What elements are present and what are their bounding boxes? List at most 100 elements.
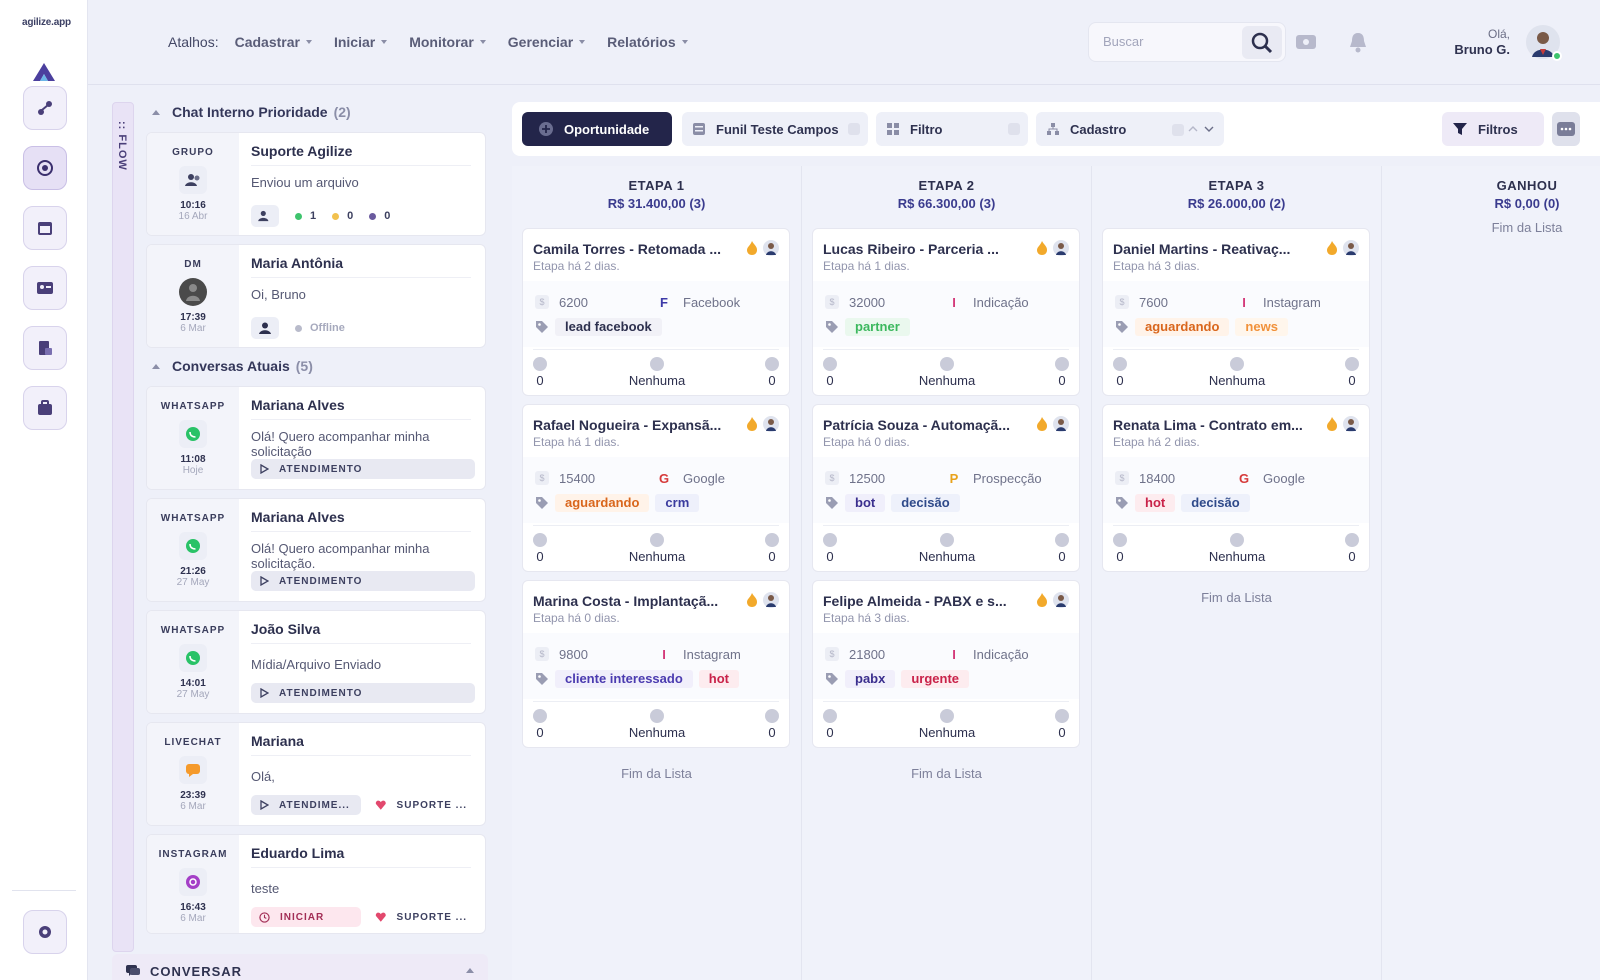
user-avatar[interactable] xyxy=(1526,25,1562,61)
tasks-count[interactable]: 0 xyxy=(765,709,779,740)
conversar-bar[interactable]: CONVERSAR xyxy=(112,954,488,980)
chat-tags: ATENDIMENTO xyxy=(251,683,475,703)
deal-card[interactable]: Patrícia Souza - Automaçã... Etapa há 0 d… xyxy=(812,404,1080,572)
funil-select[interactable]: Funil Teste Campos xyxy=(682,112,868,146)
next-activity[interactable]: Nenhuma xyxy=(1207,533,1267,564)
deal-stage-age: Etapa há 1 dias. xyxy=(823,259,910,273)
tasks-count[interactable]: 0 xyxy=(1055,533,1069,564)
chat-item[interactable]: GRUPO 10:16 16 Abr Suporte Agilize Envio… xyxy=(146,132,486,236)
activities-count[interactable]: 0 xyxy=(823,533,837,564)
brand-icon[interactable] xyxy=(32,62,56,82)
next-activity[interactable]: Nenhuma xyxy=(917,709,977,740)
rail-flow-button[interactable] xyxy=(23,86,67,130)
next-activity[interactable]: Nenhuma xyxy=(627,533,687,564)
deal-card[interactable]: Marina Costa - Implantaçã... Etapa há 0 d… xyxy=(522,580,790,748)
deal-value: 21800 xyxy=(849,647,886,662)
chat-item[interactable]: WHATSAPP 14:01 27 May João Silva Mídia/A… xyxy=(146,610,486,714)
meeting-button[interactable] xyxy=(1294,30,1318,54)
activities-count[interactable]: 0 xyxy=(823,709,837,740)
next-activity[interactable]: Nenhuma xyxy=(917,533,977,564)
rail-settings-button[interactable] xyxy=(23,910,67,954)
priority-section-header[interactable]: Chat Interno Prioridade (2) xyxy=(152,104,351,120)
deal-tag[interactable]: hot xyxy=(698,670,739,688)
status-tag[interactable]: ATENDIMENTO xyxy=(251,571,475,591)
deal-tag[interactable]: decisão xyxy=(1181,494,1250,512)
tasks-count[interactable]: 0 xyxy=(765,533,779,564)
status-tag[interactable]: INICIAR xyxy=(251,907,361,927)
menu-cadastrar[interactable]: Cadastrar xyxy=(235,34,312,50)
search-input[interactable] xyxy=(1103,34,1233,49)
deal-tag[interactable]: cliente interessado xyxy=(555,670,693,688)
deal-tag[interactable]: hot xyxy=(1135,494,1176,512)
deal-tag[interactable]: news xyxy=(1235,318,1288,336)
tasks-count[interactable]: 0 xyxy=(1055,357,1069,388)
next-activity[interactable]: Nenhuma xyxy=(627,709,687,740)
search-button[interactable] xyxy=(1242,26,1282,59)
next-activity[interactable]: Nenhuma xyxy=(1207,357,1267,388)
next-activity[interactable]: Nenhuma xyxy=(917,357,977,388)
filtros-button[interactable]: Filtros xyxy=(1442,112,1544,146)
filtro-select[interactable]: Filtro xyxy=(876,112,1028,146)
next-activity[interactable]: Nenhuma xyxy=(627,357,687,388)
source-icon: I xyxy=(952,647,956,662)
deal-tag[interactable]: pabx xyxy=(845,670,896,688)
activities-count[interactable]: 0 xyxy=(1113,357,1127,388)
status-tag[interactable]: ATENDIME... xyxy=(251,795,361,815)
app-logo[interactable]: agilize.app xyxy=(22,17,71,28)
chevron-down-icon[interactable] xyxy=(1188,124,1216,134)
deal-card[interactable]: Felipe Almeida - PABX e s... Etapa há 3 d… xyxy=(812,580,1080,748)
chat-item[interactable]: DM 17:39 6 Mar Maria Antônia Oi, Bruno O… xyxy=(146,244,486,348)
deal-tag[interactable]: partner xyxy=(845,318,910,336)
menu-iniciar[interactable]: Iniciar xyxy=(334,34,388,50)
current-section-header[interactable]: Conversas Atuais (5) xyxy=(152,358,313,374)
activities-count[interactable]: 0 xyxy=(533,709,547,740)
activities-count-value: 0 xyxy=(1116,549,1124,564)
tasks-count[interactable]: 0 xyxy=(765,357,779,388)
menu-relatorios[interactable]: Relatórios xyxy=(607,34,688,50)
menu-gerenciar[interactable]: Gerenciar xyxy=(508,34,586,50)
deal-tag[interactable]: aguardando xyxy=(555,494,650,512)
more-options-button[interactable] xyxy=(1552,112,1580,146)
rail-kanban-button[interactable] xyxy=(23,146,67,190)
deal-card[interactable]: Rafael Nogueira - Expansã... Etapa há 1 d… xyxy=(522,404,790,572)
department-tag[interactable]: SUPORTE ... xyxy=(367,795,477,815)
status-tag[interactable]: ATENDIMENTO xyxy=(251,683,475,703)
notifications-button[interactable] xyxy=(1346,30,1370,54)
deal-card[interactable]: Camila Torres - Retomada ... Etapa há 2 d… xyxy=(522,228,790,396)
chat-item[interactable]: INSTAGRAM 16:43 6 Mar Eduardo Lima teste… xyxy=(146,834,486,934)
tasks-count[interactable]: 0 xyxy=(1345,533,1359,564)
rail-reports-button[interactable] xyxy=(23,326,67,370)
deal-card[interactable]: Renata Lima - Contrato em... Etapa há 2 d… xyxy=(1102,404,1370,572)
flow-tab[interactable]: :: FLOW xyxy=(112,102,134,952)
deal-card[interactable]: Lucas Ribeiro - Parceria ... Etapa há 1 d… xyxy=(812,228,1080,396)
deal-card[interactable]: Daniel Martins - Reativaç... Etapa há 3 d… xyxy=(1102,228,1370,396)
owner-avatar-icon xyxy=(763,416,779,432)
deal-tag[interactable]: urgente xyxy=(901,670,970,688)
deal-tag[interactable]: decisão xyxy=(891,494,960,512)
deal-tag[interactable]: bot xyxy=(845,494,886,512)
play-icon xyxy=(260,576,269,586)
activities-count[interactable]: 0 xyxy=(533,357,547,388)
rail-contacts-button[interactable] xyxy=(23,266,67,310)
oportunidade-button[interactable]: Oportunidade xyxy=(522,112,672,146)
activities-count[interactable]: 0 xyxy=(823,357,837,388)
deal-tag[interactable]: aguardando xyxy=(1135,318,1230,336)
department-tag[interactable]: SUPORTE ... xyxy=(367,907,477,927)
tasks-count[interactable]: 0 xyxy=(1345,357,1359,388)
menu-monitorar[interactable]: Monitorar xyxy=(409,34,486,50)
chat-item[interactable]: LIVECHAT 23:39 6 Mar Mariana Olá, ATENDI… xyxy=(146,722,486,826)
deal-title: Marina Costa - Implantaçã... xyxy=(533,593,719,609)
deal-footer: 0 Nenhuma 0 xyxy=(1113,357,1359,393)
deal-tag[interactable]: crm xyxy=(655,494,700,512)
chat-item[interactable]: WHATSAPP 21:26 27 May Mariana Alves Olá!… xyxy=(146,498,486,602)
chat-item[interactable]: WHATSAPP 11:08 Hoje Mariana Alves Olá! Q… xyxy=(146,386,486,490)
clock-icon xyxy=(650,709,664,723)
rail-calendar-button[interactable] xyxy=(23,206,67,250)
activities-count[interactable]: 0 xyxy=(533,533,547,564)
cadastro-select[interactable]: Cadastro xyxy=(1036,112,1224,146)
rail-tools-button[interactable] xyxy=(23,386,67,430)
status-tag[interactable]: ATENDIMENTO xyxy=(251,459,475,479)
tasks-count[interactable]: 0 xyxy=(1055,709,1069,740)
deal-tag[interactable]: lead facebook xyxy=(555,318,662,336)
activities-count[interactable]: 0 xyxy=(1113,533,1127,564)
